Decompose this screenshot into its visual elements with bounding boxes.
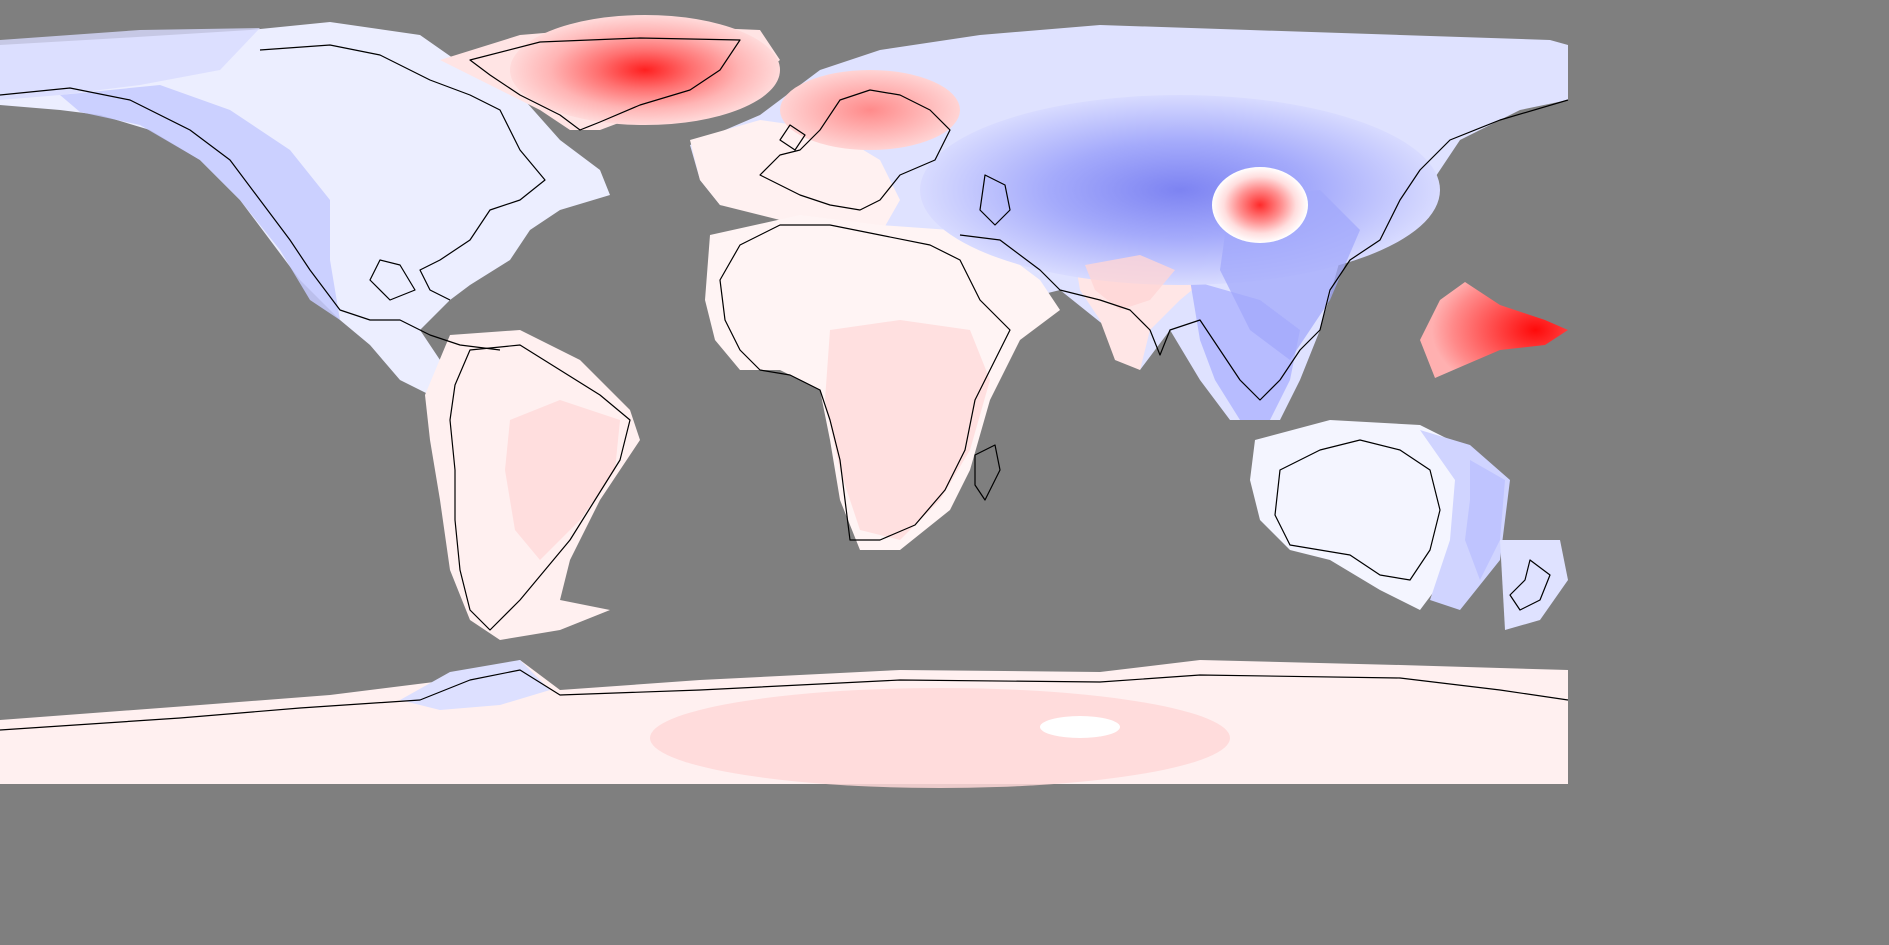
new-zealand-land — [1500, 540, 1568, 630]
antarctica-warm-anomaly — [650, 688, 1230, 788]
mongolia-warm-anomaly — [1212, 167, 1308, 243]
new-zealand-coastline — [1509, 559, 1551, 611]
antarctica-coastline — [0, 669, 1569, 731]
south-america-warm-anomaly — [505, 400, 620, 560]
antarctic-peninsula-cold — [400, 660, 550, 710]
australia-land — [1250, 420, 1470, 610]
anomaly-layer — [0, 15, 1568, 788]
coastlines — [0, 37, 1569, 731]
australia-cold-anomaly — [1465, 460, 1505, 580]
europe-coastline — [759, 89, 951, 211]
asia-coastline — [959, 99, 1569, 401]
north-america-coastline — [0, 44, 546, 351]
scandinavia-warm-anomaly — [780, 70, 960, 150]
australia-coastline — [1274, 439, 1441, 581]
greenland-warm-anomaly — [510, 15, 780, 125]
india-warm-anomaly — [1085, 255, 1175, 310]
caspian-coastline — [979, 174, 1011, 226]
north-america-cold-anomaly — [60, 85, 340, 320]
western-pacific-warm-anomaly — [1420, 282, 1568, 378]
antarctica-neutral-spot — [1040, 716, 1120, 738]
africa-coastline — [719, 224, 1011, 541]
europe-land — [690, 120, 900, 235]
north-america-north-cold — [0, 28, 260, 100]
central-asia-cold-anomaly — [920, 95, 1440, 285]
south-america-coastline — [449, 344, 631, 631]
greenland-coastline — [469, 37, 741, 131]
africa-warm-anomaly — [825, 320, 990, 540]
